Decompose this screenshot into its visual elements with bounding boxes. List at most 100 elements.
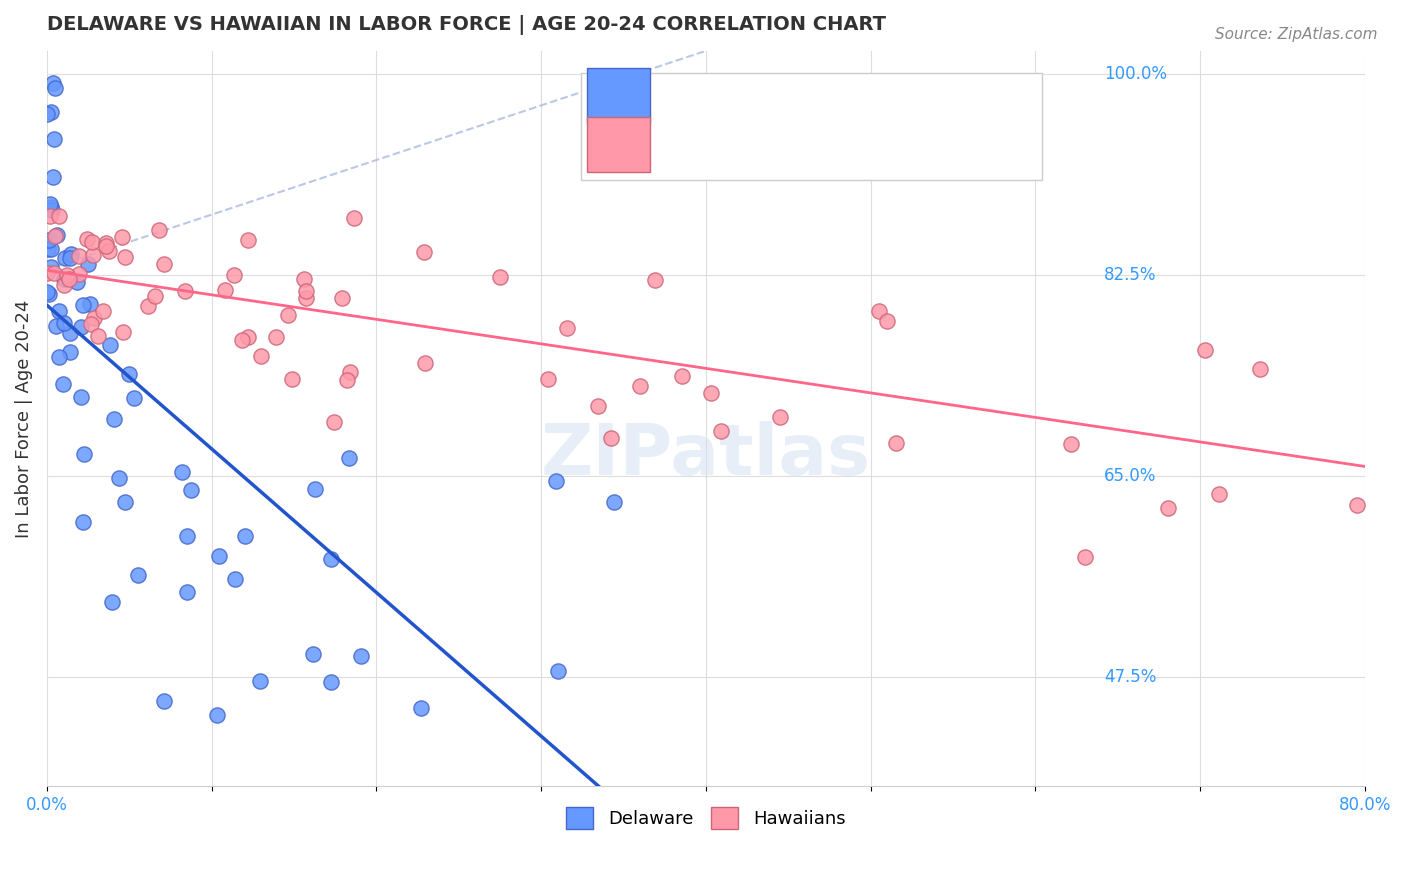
- Hawaiians: [266, 330, 288, 344]
- Delaware: [72, 515, 94, 529]
- Y-axis label: In Labor Force | Age 20-24: In Labor Force | Age 20-24: [15, 300, 32, 538]
- Hawaiians: [489, 270, 512, 285]
- Delaware: [52, 272, 75, 286]
- Hawaiians: [111, 229, 134, 244]
- Delaware: [73, 447, 96, 461]
- Hawaiians: [42, 266, 65, 280]
- Delaware: [124, 392, 146, 406]
- Hawaiians: [250, 349, 273, 363]
- FancyBboxPatch shape: [581, 73, 1042, 179]
- Hawaiians: [336, 373, 359, 387]
- Hawaiians: [83, 311, 105, 326]
- Delaware: [52, 377, 75, 392]
- Delaware: [319, 552, 342, 566]
- Text: 82.5%: 82.5%: [1104, 266, 1156, 284]
- Hawaiians: [628, 378, 651, 392]
- Hawaiians: [80, 318, 103, 332]
- Delaware: [37, 285, 59, 299]
- Delaware: [46, 228, 69, 243]
- Hawaiians: [152, 257, 174, 271]
- Hawaiians: [769, 410, 792, 425]
- Hawaiians: [1208, 487, 1230, 501]
- Hawaiians: [76, 232, 98, 246]
- Hawaiians: [277, 308, 299, 322]
- Hawaiians: [1194, 343, 1216, 357]
- Text: R = -0.130   N = 69: R = -0.130 N = 69: [654, 145, 845, 164]
- Hawaiians: [1060, 437, 1083, 451]
- Delaware: [205, 708, 228, 723]
- Hawaiians: [322, 415, 344, 429]
- Delaware: [38, 233, 60, 247]
- Delaware: [39, 197, 62, 211]
- Delaware: [337, 450, 360, 465]
- Hawaiians: [48, 210, 70, 224]
- Hawaiians: [294, 284, 316, 298]
- Hawaiians: [98, 244, 121, 259]
- Hawaiians: [67, 267, 90, 281]
- Delaware: [39, 260, 62, 275]
- Hawaiians: [94, 235, 117, 250]
- Hawaiians: [114, 250, 136, 264]
- Delaware: [44, 318, 66, 333]
- Delaware: [69, 390, 91, 404]
- Hawaiians: [600, 431, 623, 445]
- Hawaiians: [884, 436, 907, 450]
- Delaware: [224, 572, 246, 586]
- FancyBboxPatch shape: [588, 68, 651, 123]
- Delaware: [302, 647, 325, 661]
- Delaware: [233, 529, 256, 543]
- Delaware: [59, 344, 82, 359]
- Text: 47.5%: 47.5%: [1104, 668, 1156, 686]
- Hawaiians: [868, 304, 890, 318]
- Hawaiians: [700, 385, 723, 400]
- Hawaiians: [56, 268, 79, 282]
- Hawaiians: [1365, 315, 1388, 329]
- Delaware: [176, 529, 198, 543]
- Delaware: [53, 252, 76, 266]
- Delaware: [319, 675, 342, 690]
- Delaware: [37, 242, 59, 256]
- Hawaiians: [80, 235, 103, 249]
- Hawaiians: [330, 291, 353, 305]
- Delaware: [66, 275, 89, 289]
- Hawaiians: [148, 223, 170, 237]
- Delaware: [127, 567, 149, 582]
- Delaware: [38, 286, 60, 301]
- Hawaiians: [413, 244, 436, 259]
- Hawaiians: [413, 356, 436, 370]
- Delaware: [101, 595, 124, 609]
- Delaware: [39, 242, 62, 256]
- Delaware: [249, 673, 271, 688]
- Hawaiians: [876, 314, 898, 328]
- Hawaiians: [671, 368, 693, 383]
- Hawaiians: [82, 248, 104, 262]
- FancyBboxPatch shape: [588, 117, 651, 172]
- Hawaiians: [91, 304, 114, 318]
- Hawaiians: [138, 299, 160, 313]
- Hawaiians: [222, 268, 245, 282]
- Delaware: [39, 200, 62, 214]
- Delaware: [44, 80, 66, 95]
- Delaware: [77, 257, 100, 271]
- Delaware: [48, 303, 70, 318]
- Text: DELAWARE VS HAWAIIAN IN LABOR FORCE | AGE 20-24 CORRELATION CHART: DELAWARE VS HAWAIIAN IN LABOR FORCE | AG…: [46, 15, 886, 35]
- Hawaiians: [294, 271, 316, 285]
- Hawaiians: [52, 277, 75, 292]
- Delaware: [42, 169, 65, 184]
- Delaware: [603, 494, 626, 508]
- Text: Source: ZipAtlas.com: Source: ZipAtlas.com: [1215, 27, 1378, 42]
- Delaware: [180, 483, 202, 498]
- Hawaiians: [339, 366, 361, 380]
- Delaware: [41, 105, 63, 120]
- Hawaiians: [44, 228, 66, 243]
- Delaware: [103, 411, 125, 425]
- Delaware: [59, 326, 82, 340]
- Hawaiians: [214, 283, 236, 297]
- Hawaiians: [87, 329, 110, 343]
- Delaware: [48, 350, 70, 364]
- Delaware: [152, 694, 174, 708]
- Delaware: [350, 648, 373, 663]
- Delaware: [172, 465, 194, 479]
- Delaware: [409, 701, 432, 715]
- Hawaiians: [281, 372, 304, 386]
